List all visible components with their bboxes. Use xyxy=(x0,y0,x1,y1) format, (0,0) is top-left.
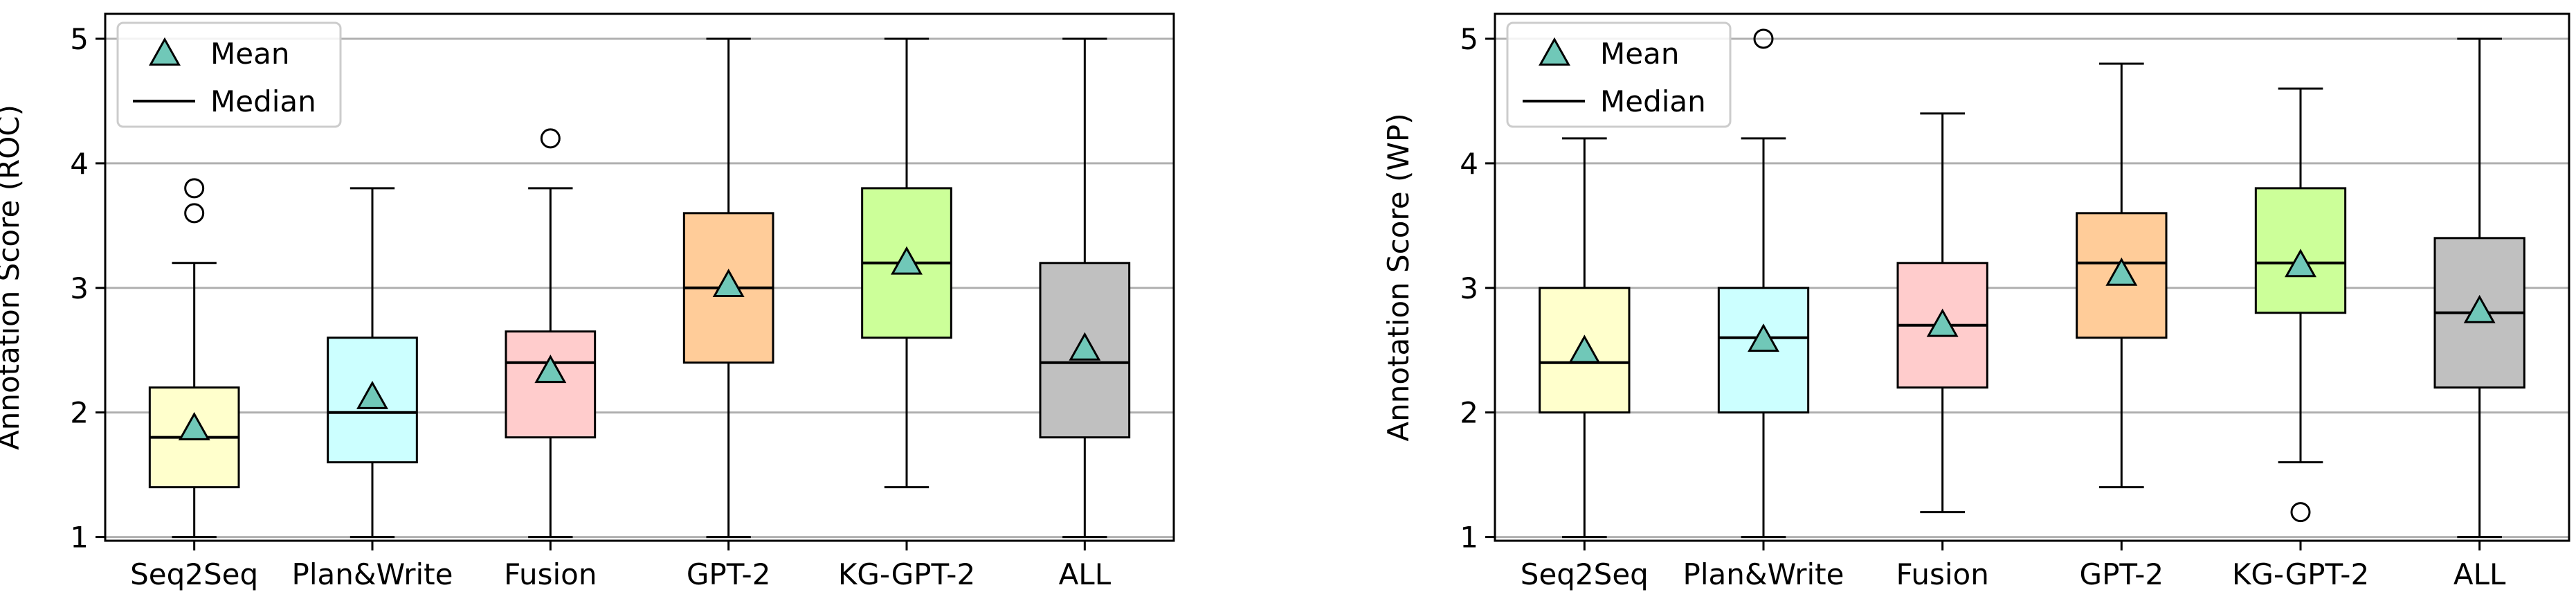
y-tick-label: 2 xyxy=(70,396,89,430)
x-tick-label: ALL xyxy=(2453,557,2506,591)
outlier-point xyxy=(184,203,205,224)
box-kg-gpt-2 xyxy=(2254,87,2347,523)
legend-median-label: Median xyxy=(210,84,316,118)
box-all xyxy=(1039,37,1131,539)
chart-panel-2: 1 2 3 4 5 Annotation Score (WP) Seq2Seq Plan&Wr… xyxy=(1381,12,2570,591)
box-seq2seq xyxy=(148,178,240,539)
legend: Mean Median xyxy=(1506,21,1732,128)
box-gpt-2 xyxy=(2076,62,2168,489)
outlier-point xyxy=(184,178,205,199)
legend-mean-label: Mean xyxy=(1600,37,1679,71)
x-tick-label: ALL xyxy=(1059,557,1112,591)
box-fusion xyxy=(505,128,597,539)
mean-marker xyxy=(178,411,210,440)
y-tick-label: 1 xyxy=(1460,521,1478,555)
y-tick-label: 1 xyxy=(70,521,89,555)
mean-marker xyxy=(1748,323,1779,352)
x-tick-label: Plan&Write xyxy=(1683,557,1844,591)
y-tick-label: 4 xyxy=(70,147,89,181)
axes-frame xyxy=(1494,12,2570,542)
legend-mean-marker xyxy=(149,37,181,66)
x-tick-label: KG-GPT-2 xyxy=(2232,557,2369,591)
outlier-point xyxy=(1753,28,1774,49)
box-fusion xyxy=(1896,112,1988,514)
x-tick-label: Plan&Write xyxy=(292,557,453,591)
y-tick-label: 4 xyxy=(1460,147,1478,181)
mean-marker xyxy=(2105,257,2138,286)
mean-marker xyxy=(712,269,745,297)
axes-frame xyxy=(104,12,1175,542)
chart-panel-1: 1 2 3 4 5 Annotation Score (ROC) Seq2Seq Plan&W… xyxy=(0,12,1175,591)
y-tick-label: 3 xyxy=(70,271,89,305)
x-tick-label: Seq2Seq xyxy=(130,557,258,591)
mean-marker xyxy=(2463,294,2496,323)
box-gpt-2 xyxy=(682,37,774,539)
iqr-box xyxy=(505,330,597,439)
x-tick-label: Seq2Seq xyxy=(1521,557,1649,591)
mean-marker xyxy=(891,246,923,275)
legend: Mean Median xyxy=(116,21,342,128)
y-tick-label: 5 xyxy=(70,22,89,56)
x-tick-label: Fusion xyxy=(1896,557,1988,591)
x-tick-label: Fusion xyxy=(504,557,597,591)
y-tick-label: 3 xyxy=(1460,271,1478,305)
y-axis-label: Annotation Score (ROC) xyxy=(0,105,26,450)
mean-marker xyxy=(1069,332,1101,361)
y-axis-label: Annotation Score (WP) xyxy=(1381,113,1415,441)
outlier-point xyxy=(540,128,561,149)
mean-marker xyxy=(356,380,388,409)
outlier-point xyxy=(2290,502,2311,523)
mean-marker xyxy=(1568,334,1601,364)
y-tick-label: 2 xyxy=(1460,396,1478,430)
box-plan-write xyxy=(327,187,418,539)
x-tick-label: GPT-2 xyxy=(687,557,771,591)
mean-marker xyxy=(534,355,567,384)
legend-median-label: Median xyxy=(1600,84,1706,118)
x-tick-label: KG-GPT-2 xyxy=(838,557,975,591)
mean-marker xyxy=(1926,308,1959,337)
y-tick-label: 5 xyxy=(1460,22,1478,56)
x-tick-label: GPT-2 xyxy=(2080,557,2164,591)
legend-mean-label: Mean xyxy=(210,37,289,71)
mean-marker xyxy=(2285,249,2316,278)
box-kg-gpt-2 xyxy=(861,37,952,489)
box-plan-write xyxy=(1717,28,1810,539)
box-all xyxy=(2433,37,2525,539)
iqr-box xyxy=(327,337,418,464)
box-seq2seq xyxy=(1539,137,1631,539)
legend-mean-marker xyxy=(1539,37,1570,66)
